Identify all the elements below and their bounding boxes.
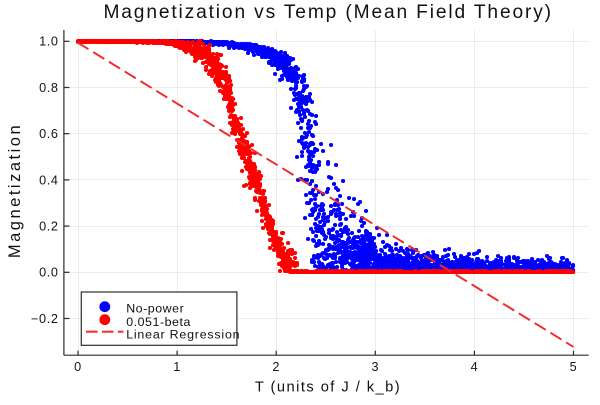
svg-text:Magnetization vs Temp (Mean Fi: Magnetization vs Temp (Mean Field Theory… — [103, 2, 552, 23]
svg-text:0.6: 0.6 — [39, 127, 58, 141]
svg-text:3: 3 — [371, 360, 379, 374]
svg-text:0.051-beta: 0.051-beta — [126, 315, 191, 329]
svg-text:5: 5 — [570, 360, 578, 374]
svg-text:0.2: 0.2 — [39, 220, 58, 234]
svg-text:T (units of J / k_b): T (units of J / k_b) — [255, 380, 401, 396]
svg-text:0.8: 0.8 — [39, 81, 58, 95]
svg-text:−0.2: −0.2 — [31, 312, 58, 326]
svg-text:Linear Regression: Linear Regression — [126, 328, 240, 342]
svg-text:0.4: 0.4 — [39, 173, 58, 187]
svg-text:No-power: No-power — [126, 302, 184, 316]
svg-text:4: 4 — [471, 360, 479, 374]
svg-text:0: 0 — [74, 360, 82, 374]
svg-text:1.0: 1.0 — [39, 35, 58, 49]
svg-text:1: 1 — [173, 360, 181, 374]
svg-text:0.0: 0.0 — [39, 266, 58, 280]
svg-text:Magnetization: Magnetization — [6, 123, 24, 258]
svg-text:2: 2 — [272, 360, 280, 374]
